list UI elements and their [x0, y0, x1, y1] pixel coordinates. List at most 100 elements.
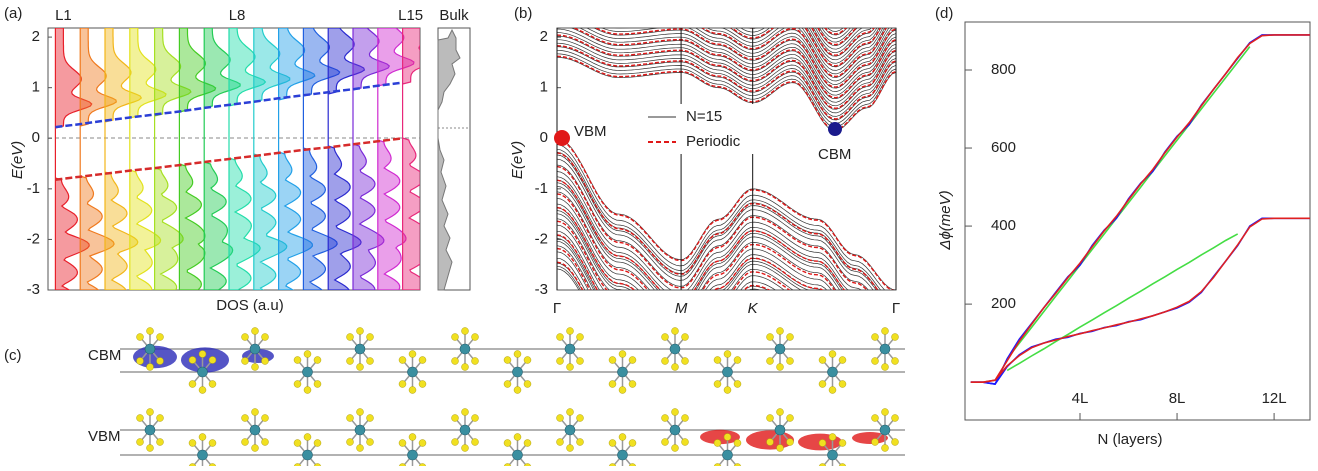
band-periodic — [557, 152, 879, 290]
panel-d: (d) N (layers) Δϕ(meV) 200 400 600 800 4L 8L 1… — [935, 5, 1311, 448]
atom-mo — [459, 424, 471, 436]
atom-s — [681, 438, 689, 446]
x-tick-label: 8L — [1169, 390, 1186, 407]
layer-dos — [302, 28, 341, 290]
atom-s — [146, 363, 154, 371]
band — [557, 210, 810, 290]
band — [557, 265, 581, 290]
inset-label: Bulk — [439, 7, 469, 24]
atom-s — [671, 408, 679, 416]
band-edge-line — [55, 81, 403, 129]
atom-s — [576, 414, 584, 422]
atom-s — [346, 357, 354, 365]
band-lines — [557, 28, 896, 290]
atom-s — [356, 444, 364, 452]
atom-s — [503, 356, 512, 364]
atom-s — [136, 357, 144, 365]
atom-s — [356, 327, 364, 335]
band — [557, 35, 896, 110]
band — [614, 28, 890, 82]
band-periodic — [557, 179, 846, 290]
atom-s — [681, 333, 689, 341]
layer-dos — [228, 28, 267, 290]
atom-s — [608, 380, 617, 388]
band — [557, 197, 832, 290]
atom-mo — [302, 449, 313, 461]
atom-s — [313, 380, 322, 388]
atom-s — [241, 333, 249, 341]
panel-label: (a) — [4, 5, 22, 22]
band-periodic — [557, 165, 868, 290]
atom-s — [461, 444, 469, 452]
band-periodic — [557, 138, 895, 290]
band — [833, 28, 838, 29]
atom-s — [786, 414, 794, 422]
atom-mo — [774, 343, 786, 355]
band — [557, 144, 886, 290]
atom-s — [576, 438, 584, 446]
atom-s — [776, 444, 784, 452]
atom-s — [366, 438, 374, 446]
band-periodic — [557, 45, 896, 120]
panel-b: (b) E(eV) -3 -2 -1 0 1 2 Γ M K Γ N=15 Periodic VBM CB… — [509, 5, 900, 317]
atom-s — [241, 414, 249, 422]
x-tick-label: 4L — [1072, 390, 1089, 407]
y-tick-label: 400 — [991, 217, 1016, 234]
atom-s — [136, 333, 144, 341]
atom-s — [303, 386, 312, 394]
band — [747, 28, 875, 57]
atom-s — [618, 433, 627, 441]
panel-label: (d) — [935, 5, 953, 22]
atom-s — [451, 333, 459, 341]
panel-c: (c) CBM VBM — [4, 327, 905, 471]
atom-s — [838, 356, 847, 364]
band — [823, 28, 848, 36]
atom-s — [891, 357, 899, 365]
atom-s — [828, 433, 837, 441]
atom-mo — [617, 449, 628, 461]
band — [557, 46, 896, 121]
atom-s — [891, 333, 899, 341]
atom-s — [828, 386, 837, 394]
atom-s — [461, 327, 469, 335]
atom-s — [818, 380, 827, 388]
band — [557, 203, 828, 290]
atom-s — [556, 438, 564, 446]
charge-cloud — [133, 345, 177, 369]
series-line — [970, 34, 1310, 385]
atom-mo — [249, 424, 261, 436]
y-tick-label: 2 — [540, 28, 548, 45]
band-periodic — [557, 34, 896, 110]
band — [579, 28, 896, 96]
y-tick-label: -3 — [535, 281, 548, 298]
x-category-label: L1 — [55, 7, 72, 24]
y-tick-label: 200 — [991, 295, 1016, 312]
atom-s — [733, 356, 742, 364]
atom-s — [451, 438, 459, 446]
atom-s — [398, 380, 407, 388]
atom-mo — [354, 343, 366, 355]
layer-dos — [327, 28, 366, 290]
atom-s — [451, 357, 459, 365]
band — [821, 28, 851, 39]
atom-mo — [459, 343, 471, 355]
atom-s — [733, 439, 742, 447]
layer-dos — [253, 28, 291, 290]
atom-mo — [617, 366, 628, 378]
band-periodic — [817, 28, 858, 46]
atom-mo — [512, 449, 523, 461]
atom-s — [198, 386, 207, 394]
band — [706, 28, 885, 75]
band — [819, 28, 855, 43]
band-periodic — [557, 193, 836, 290]
atom-mo — [354, 424, 366, 436]
y-tick-label: 0 — [540, 129, 548, 146]
atom-s — [671, 363, 679, 371]
band — [557, 164, 869, 290]
band — [557, 49, 896, 124]
atom-s — [198, 433, 207, 441]
atom-s — [576, 357, 584, 365]
x-axis-label: N (layers) — [1097, 431, 1162, 448]
atom-s — [241, 438, 249, 446]
y-axis-label: Δϕ(meV) — [937, 190, 954, 250]
